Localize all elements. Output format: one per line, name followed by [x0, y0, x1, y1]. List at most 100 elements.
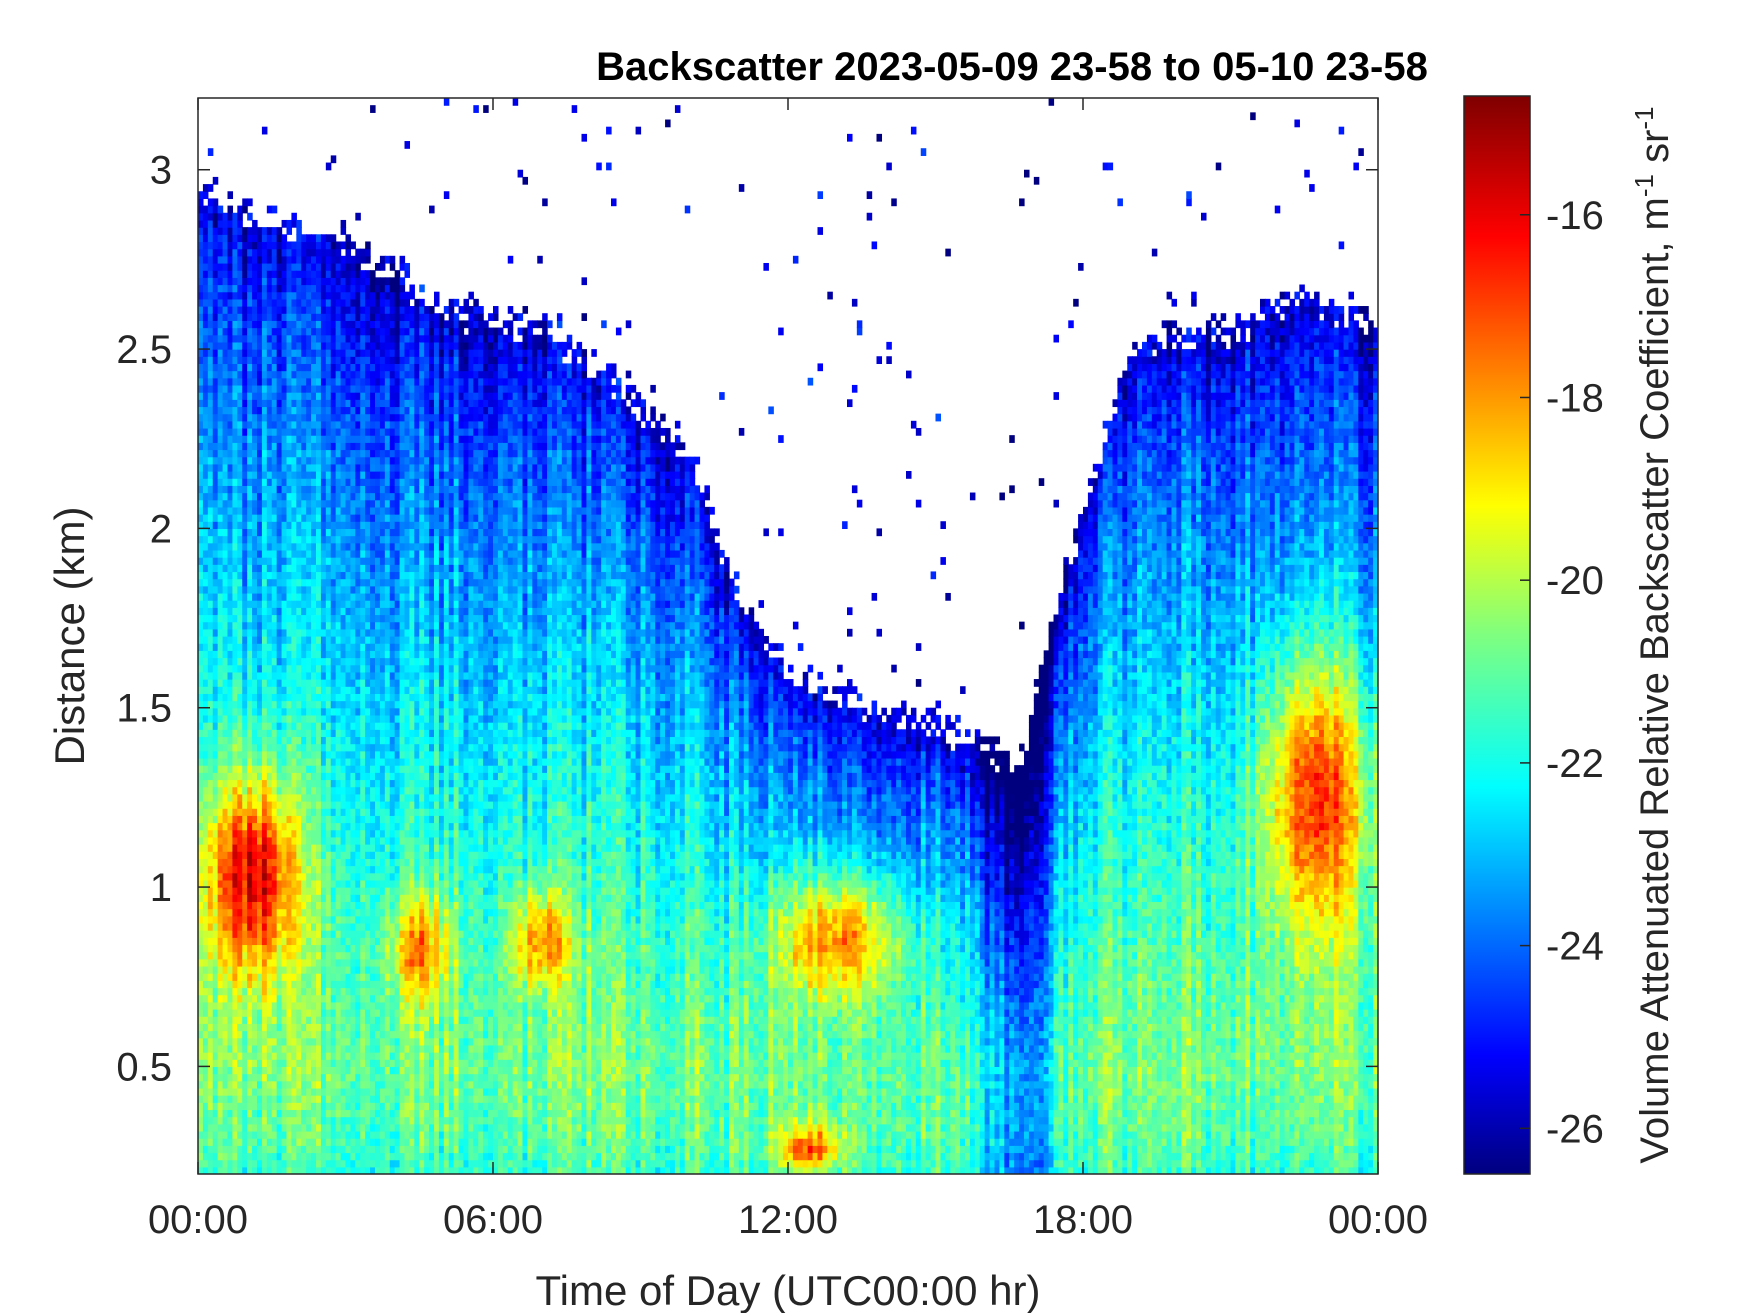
heatmap-cell: [331, 442, 337, 450]
heatmap-cell: [228, 378, 234, 386]
heatmap-cell: [360, 363, 366, 371]
heatmap-cell: [360, 1124, 366, 1132]
heatmap-cell: [370, 858, 376, 866]
heatmap-cell: [331, 349, 337, 357]
heatmap-cell: [306, 1088, 312, 1096]
heatmap-cell: [272, 693, 278, 701]
heatmap-cell: [228, 866, 234, 874]
heatmap-cell: [291, 241, 297, 249]
heatmap-cell: [301, 643, 307, 651]
heatmap-cell: [287, 837, 293, 845]
heatmap-cell: [237, 1052, 243, 1060]
heatmap-cell: [213, 873, 219, 881]
heatmap-cell: [237, 722, 243, 730]
heatmap-cell: [208, 442, 214, 450]
heatmap-cell: [237, 643, 243, 651]
heatmap-cell: [370, 1045, 376, 1053]
heatmap-cell: [346, 937, 352, 945]
heatmap-cell: [208, 485, 214, 493]
heatmap-cell: [336, 1095, 342, 1103]
heatmap-cell: [291, 414, 297, 422]
heatmap-cell: [232, 779, 238, 787]
heatmap-cell: [213, 435, 219, 443]
heatmap-cell: [326, 1095, 332, 1103]
heatmap-cell: [232, 1095, 238, 1103]
heatmap-cell: [336, 1117, 342, 1125]
heatmap-cell: [262, 909, 268, 917]
heatmap-cell: [237, 1023, 243, 1031]
heatmap-cell: [213, 1016, 219, 1024]
heatmap-cell: [277, 729, 283, 737]
heatmap-cell: [277, 485, 283, 493]
heatmap-cell: [232, 873, 238, 881]
heatmap-cell: [296, 528, 302, 536]
heatmap-cell: [370, 306, 376, 314]
heatmap-cell: [346, 328, 352, 336]
heatmap-cell: [311, 665, 317, 673]
heatmap-cell: [306, 600, 312, 608]
heatmap-cell: [198, 765, 204, 773]
heatmap-cell: [282, 758, 288, 766]
heatmap-cell: [257, 794, 263, 802]
heatmap-cell: [306, 844, 312, 852]
heatmap-cell: [252, 837, 258, 845]
heatmap-cell: [203, 306, 209, 314]
heatmap-cell: [350, 1145, 356, 1153]
heatmap-cell: [228, 658, 234, 666]
heatmap-cell: [321, 557, 327, 565]
heatmap-cell: [291, 643, 297, 651]
heatmap-cell: [277, 392, 283, 400]
heatmap-cell: [262, 794, 268, 802]
heatmap-cell: [282, 1152, 288, 1160]
heatmap-cell: [218, 507, 224, 515]
heatmap-cell: [370, 485, 376, 493]
heatmap-cell: [326, 349, 332, 357]
heatmap-cell: [242, 593, 248, 601]
heatmap-cell: [336, 263, 342, 271]
heatmap-cell: [237, 292, 243, 300]
heatmap-cell: [291, 220, 297, 228]
heatmap-cell: [311, 399, 317, 407]
heatmap-cell: [355, 930, 361, 938]
heatmap-cell: [301, 629, 307, 637]
heatmap-cell: [203, 564, 209, 572]
heatmap-cell: [228, 514, 234, 522]
heatmap-cell: [208, 320, 214, 328]
heatmap-cell: [213, 952, 219, 960]
heatmap-cell: [267, 787, 273, 795]
heatmap-cell: [272, 801, 278, 809]
heatmap-cell: [350, 493, 356, 501]
heatmap-cell: [198, 371, 204, 379]
heatmap-cell: [203, 772, 209, 780]
heatmap-cell: [282, 844, 288, 852]
heatmap-cell: [277, 1102, 283, 1110]
heatmap-cell: [228, 356, 234, 364]
heatmap-cell: [346, 830, 352, 838]
heatmap-cell: [291, 693, 297, 701]
heatmap-cell: [272, 923, 278, 931]
heatmap-cell: [277, 880, 283, 888]
heatmap-cell: [316, 693, 322, 701]
heatmap-cell: [262, 550, 268, 558]
heatmap-cell: [316, 442, 322, 450]
heatmap-cell: [228, 1059, 234, 1067]
heatmap-cell: [360, 944, 366, 952]
heatmap-cell: [198, 887, 204, 895]
heatmap-cell: [262, 672, 268, 680]
heatmap-cell: [247, 636, 253, 644]
heatmap-cell: [311, 636, 317, 644]
heatmap-cell: [232, 371, 238, 379]
heatmap-cell: [237, 1059, 243, 1067]
heatmap-cell: [375, 471, 381, 479]
heatmap-cell: [380, 686, 386, 694]
heatmap-cell: [247, 1131, 253, 1139]
heatmap-cell: [316, 1002, 322, 1010]
heatmap-cell: [208, 894, 214, 902]
heatmap-cell: [380, 672, 386, 680]
heatmap-cell: [346, 1074, 352, 1082]
heatmap-cell: [336, 679, 342, 687]
heatmap-cell: [291, 363, 297, 371]
heatmap-cell: [282, 930, 288, 938]
heatmap-cell: [350, 320, 356, 328]
heatmap-cell: [296, 220, 302, 228]
